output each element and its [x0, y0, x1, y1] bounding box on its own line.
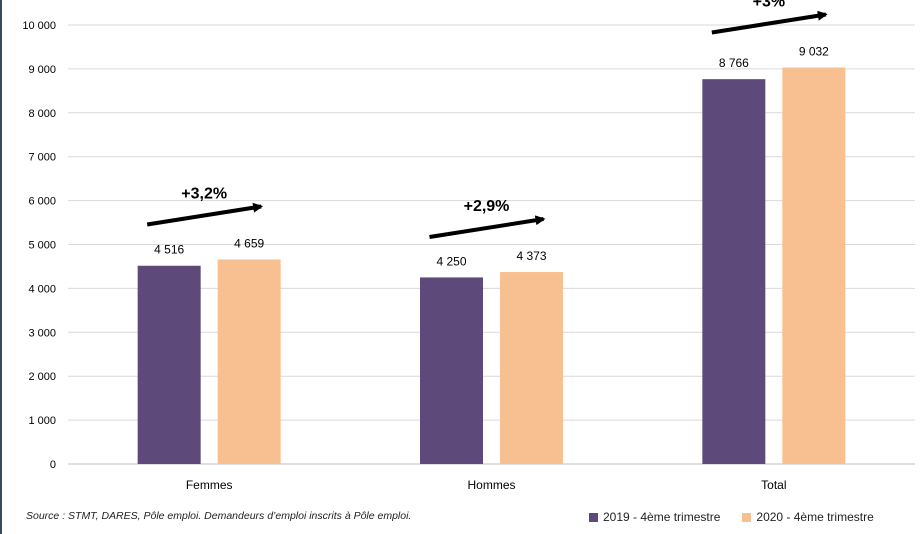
- y-tick-label: 8 000: [28, 108, 56, 120]
- growth-arrow: [429, 215, 546, 240]
- y-tick-label: 4 000: [28, 283, 56, 295]
- category-label-femmes: Femmes: [186, 478, 233, 492]
- data-label: 9 032: [799, 44, 829, 58]
- legend-item-2020: 2020 - 4ème trimestre: [742, 510, 874, 524]
- growth-arrow: [146, 202, 264, 227]
- y-tick-label: 7 000: [28, 152, 56, 164]
- y-tick-label: 9 000: [28, 64, 56, 76]
- source-note: Source : STMT, DARES, Pôle emploi. Deman…: [26, 510, 412, 522]
- growth-label: +3%: [753, 0, 785, 10]
- data-label: 4 659: [234, 236, 264, 250]
- growth-arrow: [711, 10, 828, 35]
- category-label-hommes: Hommes: [467, 478, 515, 492]
- bar-femmes-2020: [217, 259, 281, 464]
- y-tick-label: 2 000: [28, 371, 56, 383]
- data-label: 4 373: [516, 249, 546, 263]
- growth-label: +3,2%: [181, 185, 227, 202]
- y-tick-label: 5 000: [28, 240, 56, 252]
- bar-total-2019: [702, 79, 766, 464]
- data-label: 4 250: [436, 254, 466, 268]
- growth-label: +2,9%: [464, 198, 510, 215]
- y-tick-label: 6 000: [28, 196, 56, 208]
- legend-label-2019: 2019 - 4ème trimestre: [603, 510, 721, 524]
- y-tick-label: 3 000: [28, 327, 56, 339]
- legend-label-2020: 2020 - 4ème trimestre: [756, 510, 874, 524]
- legend-item-2019: 2019 - 4ème trimestre: [589, 510, 720, 524]
- bar-total-2020: [782, 67, 846, 464]
- legend-swatch-2020: [742, 512, 752, 522]
- bar-femmes-2019: [137, 265, 201, 464]
- bar-hommes-2020: [500, 272, 563, 464]
- category-label-total: Total: [761, 478, 786, 492]
- data-label: 8 766: [719, 56, 749, 70]
- y-tick-label: 1 000: [28, 415, 56, 427]
- y-tick-label: 0: [50, 459, 56, 471]
- legend: 2019 - 4ème trimestre 2020 - 4ème trimes…: [589, 510, 874, 524]
- legend-swatch-2019: [589, 512, 598, 522]
- y-tick-label: 10 000: [22, 20, 56, 32]
- bar-hommes-2019: [420, 277, 483, 464]
- data-label: 4 516: [154, 243, 184, 257]
